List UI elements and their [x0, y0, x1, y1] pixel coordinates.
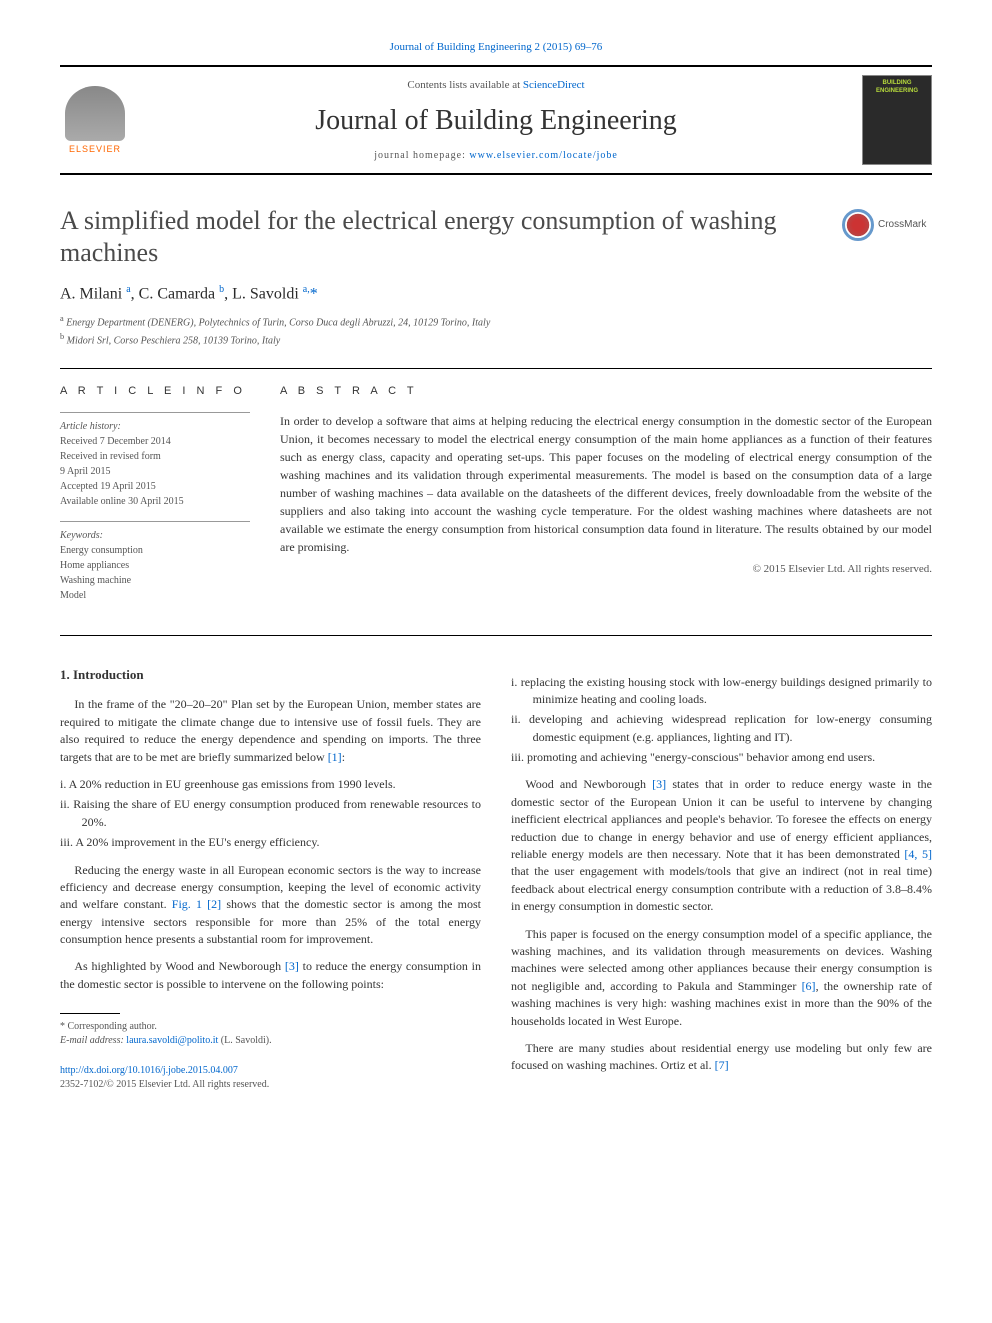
article-title: A simplified model for the electrical en…	[60, 205, 842, 267]
corresponding-author-footnote: * Corresponding author. E-mail address: …	[60, 1020, 481, 1048]
journal-header: ELSEVIER Contents lists available at Sci…	[60, 65, 932, 175]
para-5: This paper is focused on the energy cons…	[511, 926, 932, 1030]
history-line: Available online 30 April 2015	[60, 494, 250, 509]
history-line: Received 7 December 2014	[60, 434, 250, 449]
issn-copyright: 2352-7102/© 2015 Elsevier Ltd. All right…	[60, 1078, 481, 1092]
left-column: 1. Introduction In the frame of the "20–…	[60, 666, 481, 1093]
cover-title-line1: BUILDING	[883, 80, 912, 87]
list-item: iii. A 20% improvement in the EU's energ…	[60, 834, 481, 851]
list-item: ii. Raising the share of EU energy consu…	[60, 796, 481, 831]
ref-1[interactable]: [1]	[328, 750, 342, 764]
affiliations: a Energy Department (DENERG), Polytechni…	[60, 313, 932, 348]
contents-prefix: Contents lists available at	[407, 79, 522, 91]
keyword: Home appliances	[60, 558, 250, 573]
right-column: i. replacing the existing housing stock …	[511, 666, 932, 1093]
intervention-list: i. replacing the existing housing stock …	[511, 674, 932, 767]
list-item: i. A 20% reduction in EU greenhouse gas …	[60, 776, 481, 793]
para-3: As highlighted by Wood and Newborough [3…	[60, 958, 481, 993]
elsevier-logo[interactable]: ELSEVIER	[60, 80, 130, 160]
doi-link[interactable]: http://dx.doi.org/10.1016/j.jobe.2015.04…	[60, 1065, 238, 1076]
ref-6[interactable]: [6]	[802, 979, 816, 993]
section-1-heading: 1. Introduction	[60, 666, 481, 685]
affiliation-a: a Energy Department (DENERG), Polytechni…	[60, 313, 932, 330]
elsevier-wordmark: ELSEVIER	[69, 143, 121, 156]
keywords-block: Keywords: Energy consumption Home applia…	[60, 521, 250, 603]
keyword: Energy consumption	[60, 543, 250, 558]
ref-4-5[interactable]: [4, 5]	[904, 847, 932, 861]
homepage-prefix: journal homepage:	[374, 150, 469, 161]
ref-3[interactable]: [3]	[285, 959, 299, 973]
article-history: Article history: Received 7 December 201…	[60, 412, 250, 509]
homepage-link[interactable]: www.elsevier.com/locate/jobe	[469, 150, 617, 161]
ref-2[interactable]: [2]	[207, 897, 221, 911]
affiliation-b: b Midori Srl, Corso Peschiera 258, 10139…	[60, 331, 932, 348]
history-label: Article history:	[60, 419, 250, 434]
footnote-separator	[60, 1013, 120, 1014]
crossmark-label: CrossMark	[878, 218, 926, 232]
ref-7[interactable]: [7]	[715, 1058, 729, 1072]
para-4: Wood and Newborough [3] states that in o…	[511, 776, 932, 915]
history-line: Received in revised form	[60, 449, 250, 464]
contents-line: Contents lists available at ScienceDirec…	[130, 78, 862, 93]
journal-name: Journal of Building Engineering	[130, 101, 862, 140]
keyword: Washing machine	[60, 573, 250, 588]
list-item: iii. promoting and achieving "energy-con…	[511, 749, 932, 766]
crossmark-icon	[842, 209, 874, 241]
homepage-line: journal homepage: www.elsevier.com/locat…	[130, 149, 862, 163]
doi-block: http://dx.doi.org/10.1016/j.jobe.2015.04…	[60, 1064, 481, 1092]
abstract-text: In order to develop a software that aims…	[280, 412, 932, 556]
history-line: Accepted 19 April 2015	[60, 479, 250, 494]
list-item: ii. developing and achieving widespread …	[511, 711, 932, 746]
email-suffix: (L. Savoldi).	[218, 1035, 271, 1046]
journal-citation[interactable]: Journal of Building Engineering 2 (2015)…	[60, 40, 932, 55]
para-2: Reducing the energy waste in all Europea…	[60, 862, 481, 949]
journal-cover-thumbnail[interactable]: BUILDING ENGINEERING	[862, 75, 932, 165]
para-1: In the frame of the "20–20–20" Plan set …	[60, 696, 481, 766]
email-label: E-mail address:	[60, 1035, 126, 1046]
corr-author-label: * Corresponding author.	[60, 1020, 481, 1034]
author-email-link[interactable]: laura.savoldi@polito.it	[126, 1035, 218, 1046]
sciencedirect-link[interactable]: ScienceDirect	[523, 79, 585, 91]
cover-title-line2: ENGINEERING	[876, 88, 918, 95]
para-6: There are many studies about residential…	[511, 1040, 932, 1075]
elsevier-tree-icon	[65, 86, 125, 141]
abstract-heading: A B S T R A C T	[280, 384, 932, 399]
keywords-label: Keywords:	[60, 528, 250, 543]
fig-ref-1[interactable]: Fig. 1	[172, 897, 202, 911]
list-item: i. replacing the existing housing stock …	[511, 674, 932, 709]
crossmark-badge[interactable]: CrossMark	[842, 205, 932, 245]
targets-list: i. A 20% reduction in EU greenhouse gas …	[60, 776, 481, 852]
keyword: Model	[60, 588, 250, 603]
article-info-sidebar: A R T I C L E I N F O Article history: R…	[60, 384, 250, 614]
authors-line: A. Milani a, C. Camarda b, L. Savoldi a,…	[60, 283, 932, 306]
ref-3b[interactable]: [3]	[652, 777, 666, 791]
abstract-section: A B S T R A C T In order to develop a so…	[280, 384, 932, 614]
abstract-copyright: © 2015 Elsevier Ltd. All rights reserved…	[280, 562, 932, 577]
history-line: 9 April 2015	[60, 464, 250, 479]
body-two-column: 1. Introduction In the frame of the "20–…	[60, 666, 932, 1093]
article-info-heading: A R T I C L E I N F O	[60, 384, 250, 399]
